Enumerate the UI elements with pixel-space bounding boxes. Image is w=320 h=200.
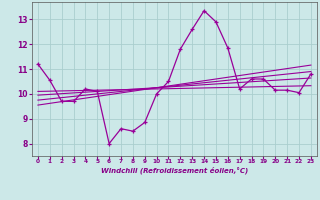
X-axis label: Windchill (Refroidissement éolien,°C): Windchill (Refroidissement éolien,°C) <box>101 167 248 174</box>
